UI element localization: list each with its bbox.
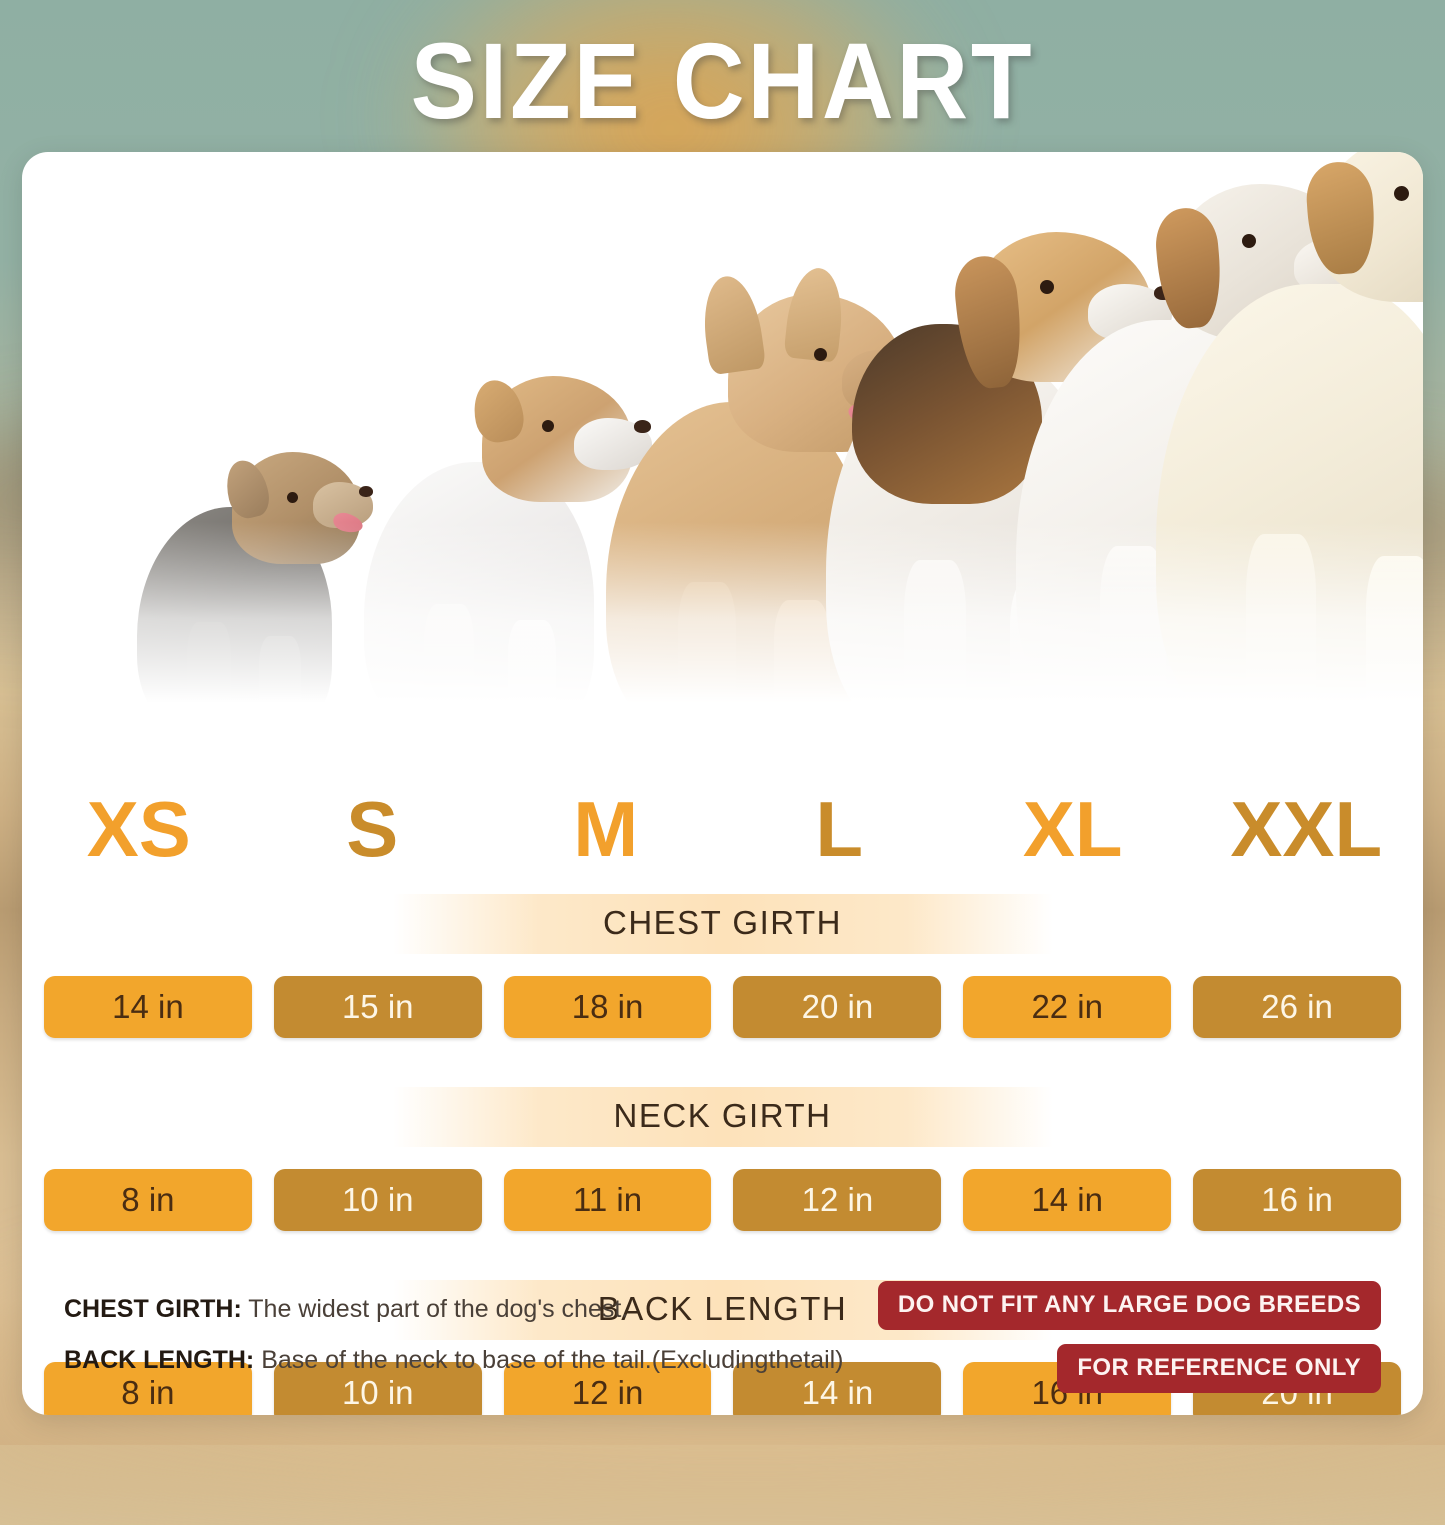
neck-girth-s: 10 in (273, 1169, 482, 1231)
section-neck-girth: NECK GIRTH 8 in 10 in 11 in 12 in 14 in … (22, 1087, 1423, 1231)
dog-lineup-photo (22, 152, 1423, 732)
neck-girth-l: 12 in (733, 1169, 942, 1231)
size-label-row: XS S M L XL XXL (22, 790, 1423, 868)
note-chest-girth-term: CHEST GIRTH: (64, 1295, 242, 1323)
note-chest-girth: CHEST GIRTH: The widest part of the dog'… (64, 1295, 1381, 1324)
page-title: SIZE CHART (410, 20, 1035, 141)
section-heading-chest-girth: CHEST GIRTH (392, 894, 1053, 954)
pill-row-back-length: 8 in 10 in 12 in 14 in 16 in 20 in (22, 1362, 1423, 1415)
pill-row-chest-girth: 14 in 15 in 18 in 20 in 22 in 26 in (22, 976, 1423, 1038)
size-label-s: S (346, 785, 399, 873)
section-chest-girth: CHEST GIRTH 14 in 15 in 18 in 20 in 22 i… (22, 894, 1423, 1038)
footer: CHEST GIRTH: The widest part of the dog'… (22, 1281, 1423, 1397)
back-length-l: 14 in (733, 1362, 942, 1415)
neck-girth-xs: 8 in (44, 1169, 252, 1231)
chest-girth-xl: 22 in (963, 976, 1172, 1038)
note-back-length: BACK LENGTH: Base of the neck to base of… (64, 1346, 1381, 1375)
chest-girth-m: 18 in (503, 976, 712, 1038)
size-label-xxl: XXL (1230, 785, 1383, 873)
neck-girth-m: 11 in (503, 1169, 712, 1231)
chest-girth-s: 15 in (273, 976, 482, 1038)
badge-reference-only: FOR REFERENCE ONLY (1057, 1344, 1381, 1393)
size-label-xs: XS (86, 785, 191, 873)
section-heading-neck-girth: NECK GIRTH (392, 1087, 1053, 1147)
warning-badges: DO NOT FIT ANY LARGE DOG BREEDS FOR REFE… (877, 1281, 1381, 1393)
note-back-length-term: BACK LENGTH: (64, 1346, 255, 1374)
size-chart-card: XS S M L XL XXL CHEST GIRTH 14 in 15 in … (22, 152, 1423, 1415)
neck-girth-xl: 14 in (963, 1169, 1172, 1231)
back-length-xs: 8 in (44, 1362, 252, 1415)
badge-no-large-breeds: DO NOT FIT ANY LARGE DOG BREEDS (877, 1281, 1381, 1330)
neck-girth-xxl: 16 in (1193, 1169, 1401, 1231)
size-label-xl: XL (1022, 785, 1123, 873)
size-label-l: L (815, 785, 864, 873)
chest-girth-xs: 14 in (44, 976, 252, 1038)
note-chest-girth-text: The widest part of the dog's chest. (241, 1295, 629, 1323)
size-label-m: M (573, 785, 639, 873)
back-length-m: 12 in (503, 1362, 712, 1415)
note-back-length-text: Base of the neck to base of the tail.(Ex… (254, 1346, 844, 1374)
photo-fade (22, 522, 1423, 732)
chest-girth-xxl: 26 in (1193, 976, 1401, 1038)
chest-girth-l: 20 in (733, 976, 942, 1038)
pill-row-neck-girth: 8 in 10 in 11 in 12 in 14 in 16 in (22, 1169, 1423, 1231)
back-length-s: 10 in (273, 1362, 482, 1415)
